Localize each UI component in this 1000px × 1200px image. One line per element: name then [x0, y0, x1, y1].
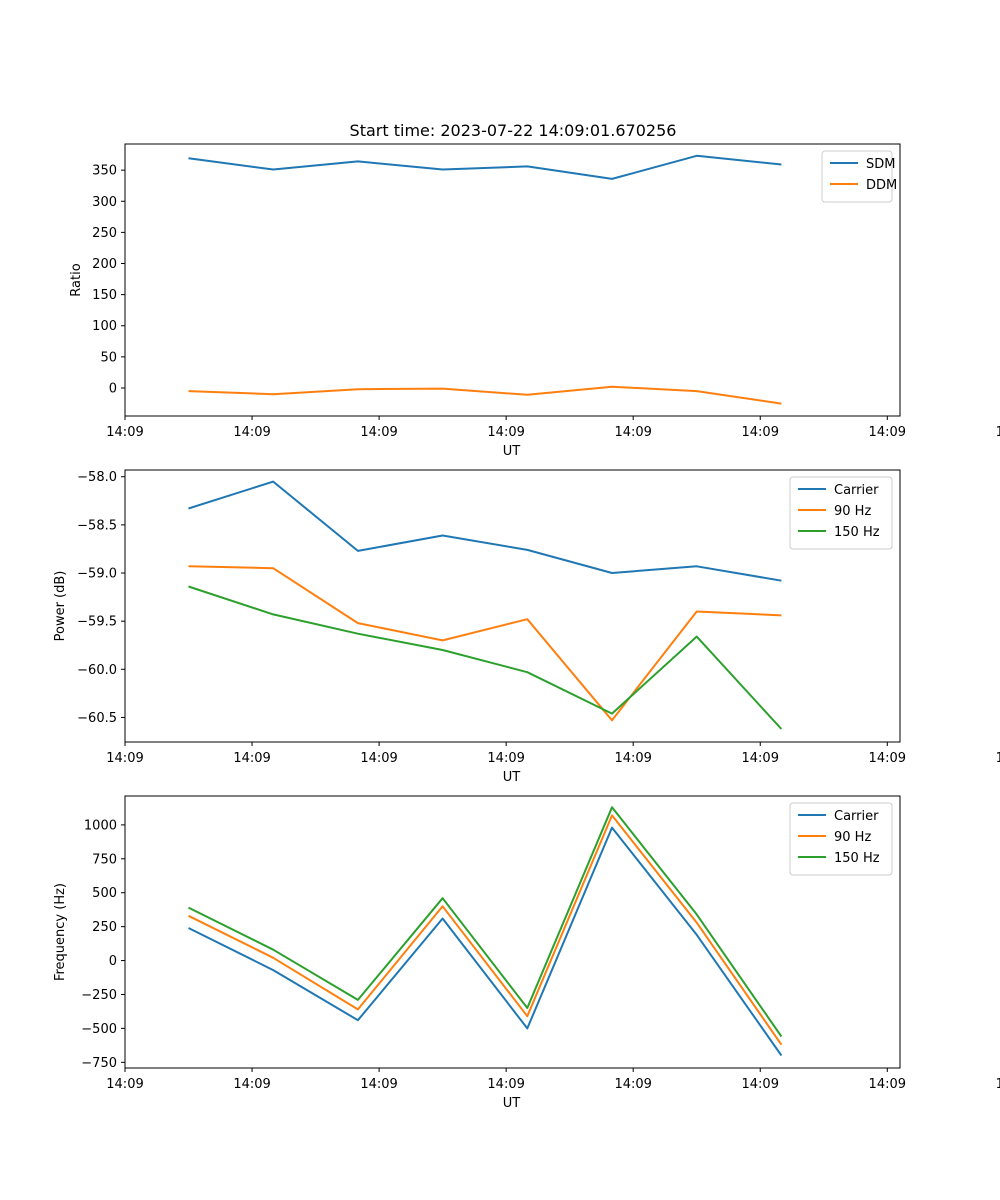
chart1-series-ddm	[188, 385, 782, 405]
chart2-x-tick-label: 14:09	[487, 751, 524, 766]
chart2-x-tick-label: 14:10	[996, 751, 1000, 766]
chart2-y-tick-label: −58.5	[77, 518, 117, 533]
chart2-x-tick-label: 14:09	[742, 751, 779, 766]
chart3-legend-label: 90 Hz	[834, 830, 871, 845]
chart1-y-tick-label: 50	[100, 350, 117, 365]
chart3-y-axis-label: Frequency (Hz)	[53, 883, 68, 981]
chart3-series-carrier	[188, 826, 783, 1057]
chart1-y-tick-label: 250	[92, 226, 117, 241]
chart1-y-tick-label: 350	[92, 164, 117, 179]
chart3-axes-frame	[124, 795, 901, 1069]
chart1-legend-label: DDM	[866, 178, 897, 193]
chart1-y-tick-label: 300	[92, 195, 117, 210]
chart2-legend: Carrier 90 Hz 150 Hz	[789, 476, 893, 550]
chart3-y-tick-label: −750	[81, 1056, 117, 1071]
chart2-y-tick-label: −60.5	[77, 711, 117, 726]
chart3-x-tick-label: 14:09	[869, 1077, 906, 1092]
chart1-x-tick-label: 14:09	[742, 425, 779, 440]
chart3-y-tick-label: 250	[92, 920, 117, 935]
chart3-x-tick-label: 14:09	[742, 1077, 779, 1092]
chart2-x-tick-label: 14:09	[360, 751, 397, 766]
chart2-panel: 14:09 14:09 14:09 14:09 14:09 14:09 14:09 14:10…	[53, 469, 1000, 785]
chart3-y-tick-label: 750	[92, 852, 117, 867]
chart2-x-tick-label: 14:09	[614, 751, 651, 766]
chart2-axes-frame	[124, 469, 901, 743]
chart1-x-tick-label: 14:09	[360, 425, 397, 440]
chart1-x-tick-label: 14:10	[996, 425, 1000, 440]
chart1-x-tick-label: 14:09	[233, 425, 270, 440]
chart1-axes-frame	[124, 143, 901, 417]
chart1-x-tick-label: 14:09	[869, 425, 906, 440]
chart1-panel: 14:09 14:09 14:09 14:09 14:09 14:09 14:09 14:10…	[69, 143, 1000, 459]
chart3-x-tick-label: 14:09	[614, 1077, 651, 1092]
chart2-legend-label: Carrier	[834, 483, 879, 498]
chart3-y-tick-label: −500	[81, 1022, 117, 1037]
chart1-y-tick-label: 200	[92, 257, 117, 272]
chart3-x-tick-label: 14:09	[106, 1077, 143, 1092]
chart2-series-150-hz	[188, 585, 783, 730]
chart2-legend-label: 150 Hz	[834, 525, 880, 540]
chart2-y-tick-label: −59.0	[77, 567, 117, 582]
chart3-y-tick-label: 1000	[84, 818, 117, 833]
chart2-x-tick-label: 14:09	[106, 751, 143, 766]
chart3-y-tick-label: 0	[109, 954, 117, 969]
chart3-legend-label: Carrier	[834, 809, 879, 824]
chart3-y-tick-label: −250	[81, 988, 117, 1003]
chart3-legend-label: 150 Hz	[834, 851, 880, 866]
chart1-y-axis-label: Ratio	[69, 263, 84, 296]
chart1-legend: SDM DDM	[821, 150, 897, 203]
chart1-y-tick-label: 100	[92, 319, 117, 334]
chart1-y-tick-label: 0	[109, 381, 117, 396]
chart2-x-axis-label: UT	[503, 770, 521, 785]
chart3-x-axis-label: UT	[503, 1096, 521, 1111]
chart3-legend: Carrier 90 Hz 150 Hz	[789, 802, 893, 876]
chart2-series-90-hz	[188, 565, 782, 722]
chart2-series-carrier	[188, 480, 782, 582]
chart3-panel: 14:09 14:09 14:09 14:09 14:09 14:09 14:09 14:10…	[53, 795, 1000, 1111]
chart3-series-90-hz	[188, 814, 783, 1046]
chart2-y-tick-label: −58.0	[77, 470, 117, 485]
chart1-series-sdm	[188, 154, 782, 180]
chart2-y-tick-label: −59.5	[77, 615, 117, 630]
chart3-x-tick-label: 14:10	[996, 1077, 1000, 1092]
chart1-x-tick-label: 14:09	[106, 425, 143, 440]
chart3-series-150-hz	[188, 806, 783, 1038]
figure-title: Start time: 2023-07-22 14:09:01.670256	[350, 121, 677, 140]
chart2-x-tick-label: 14:09	[869, 751, 906, 766]
chart2-y-axis-label: Power (dB)	[53, 571, 68, 642]
chart2-y-tick-label: −60.0	[77, 663, 117, 678]
chart1-legend-label: SDM	[866, 157, 895, 172]
chart1-x-tick-label: 14:09	[487, 425, 524, 440]
chart3-y-tick-label: 500	[92, 886, 117, 901]
chart3-x-tick-label: 14:09	[360, 1077, 397, 1092]
chart1-x-tick-label: 14:09	[614, 425, 651, 440]
chart1-x-axis-label: UT	[503, 444, 521, 459]
chart2-legend-label: 90 Hz	[834, 504, 871, 519]
chart3-x-tick-label: 14:09	[487, 1077, 524, 1092]
chart2-x-tick-label: 14:09	[233, 751, 270, 766]
chart1-y-tick-label: 150	[92, 288, 117, 303]
chart3-x-tick-label: 14:09	[233, 1077, 270, 1092]
